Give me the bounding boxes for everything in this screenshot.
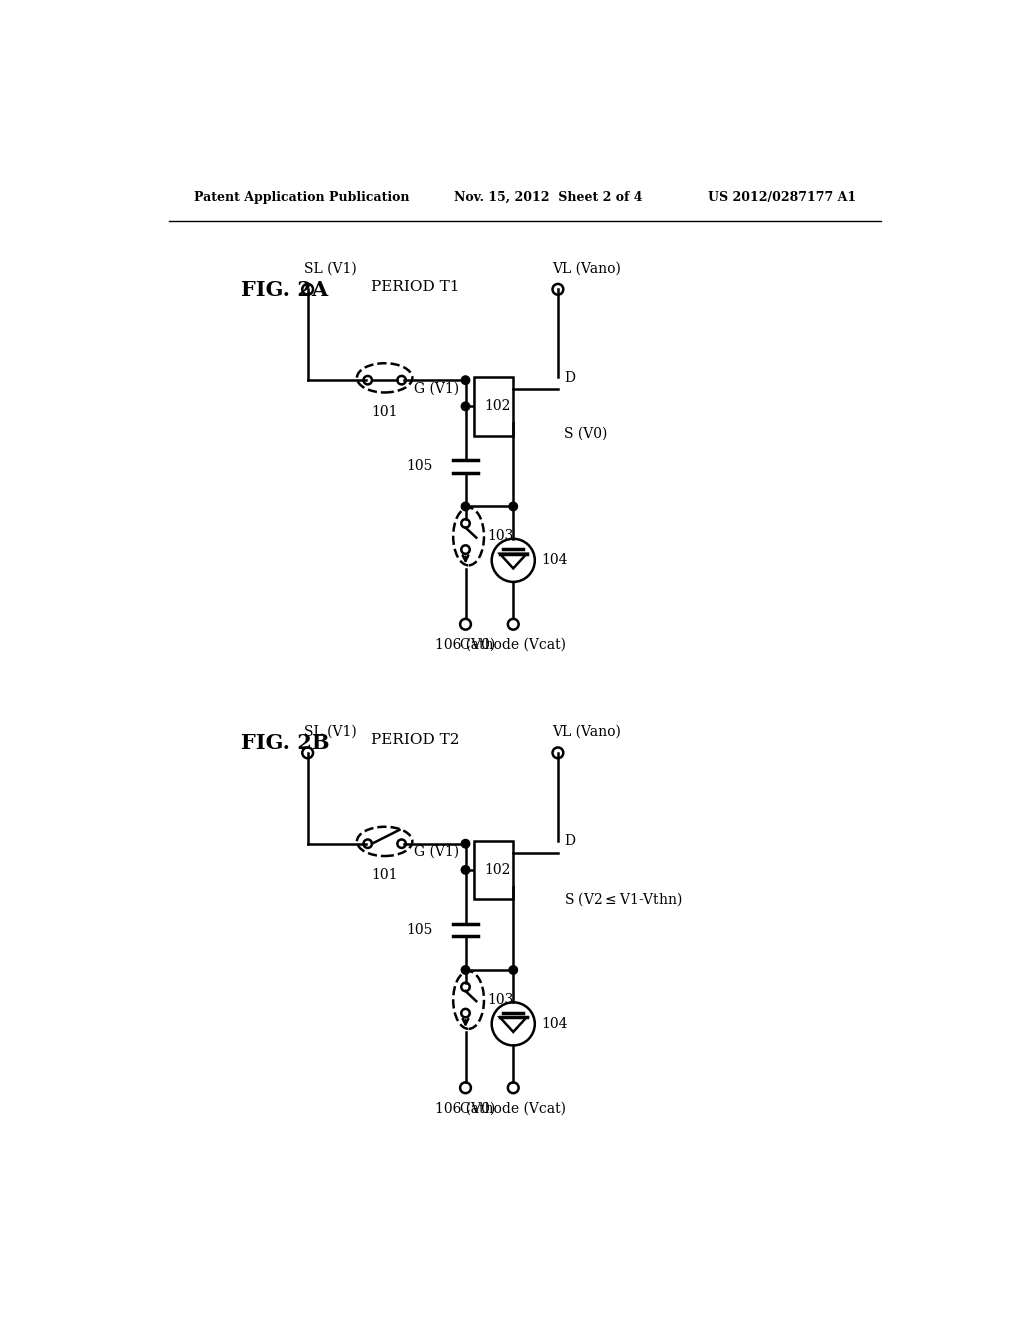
Circle shape [461,376,470,384]
Text: FIG. 2A: FIG. 2A [241,280,328,301]
Text: 104: 104 [541,1016,567,1031]
Circle shape [461,966,470,974]
Text: G (V1): G (V1) [415,845,460,859]
Text: 103: 103 [487,529,513,544]
Text: 104: 104 [541,553,567,568]
Text: G (V1): G (V1) [415,381,460,396]
Circle shape [509,966,517,974]
Text: D: D [564,834,575,849]
Circle shape [461,866,470,874]
Text: 106 (V0): 106 (V0) [435,638,496,652]
Text: FIG. 2B: FIG. 2B [241,733,330,752]
Text: 105: 105 [407,923,433,937]
Text: 105: 105 [407,459,433,474]
Circle shape [461,840,470,847]
Text: SL (V1): SL (V1) [304,725,356,739]
Text: Nov. 15, 2012  Sheet 2 of 4: Nov. 15, 2012 Sheet 2 of 4 [454,191,642,205]
Text: 106 (V0): 106 (V0) [435,1102,496,1115]
Text: PERIOD T1: PERIOD T1 [371,280,460,294]
Text: S (V0): S (V0) [564,426,607,441]
Text: US 2012/0287177 A1: US 2012/0287177 A1 [708,191,856,205]
Text: SL (V1): SL (V1) [304,261,356,276]
Text: VL (Vano): VL (Vano) [552,725,621,739]
Circle shape [461,403,470,411]
Text: D: D [564,371,575,385]
Bar [474,378,513,436]
Text: S (V2$\leq$V1-Vthn): S (V2$\leq$V1-Vthn) [564,890,683,908]
Text: 101: 101 [372,405,398,418]
Text: 101: 101 [372,869,398,882]
Text: 102: 102 [484,863,511,876]
Text: PERIOD T2: PERIOD T2 [371,733,460,747]
Text: 103: 103 [487,993,513,1007]
Bar [474,841,513,899]
Text: VL (Vano): VL (Vano) [552,261,621,276]
Circle shape [461,502,470,511]
Text: Cathode (Vcat): Cathode (Vcat) [460,1102,566,1115]
Text: Patent Application Publication: Patent Application Publication [194,191,410,205]
Text: 102: 102 [484,400,511,413]
Circle shape [509,502,517,511]
Text: Cathode (Vcat): Cathode (Vcat) [460,638,566,652]
